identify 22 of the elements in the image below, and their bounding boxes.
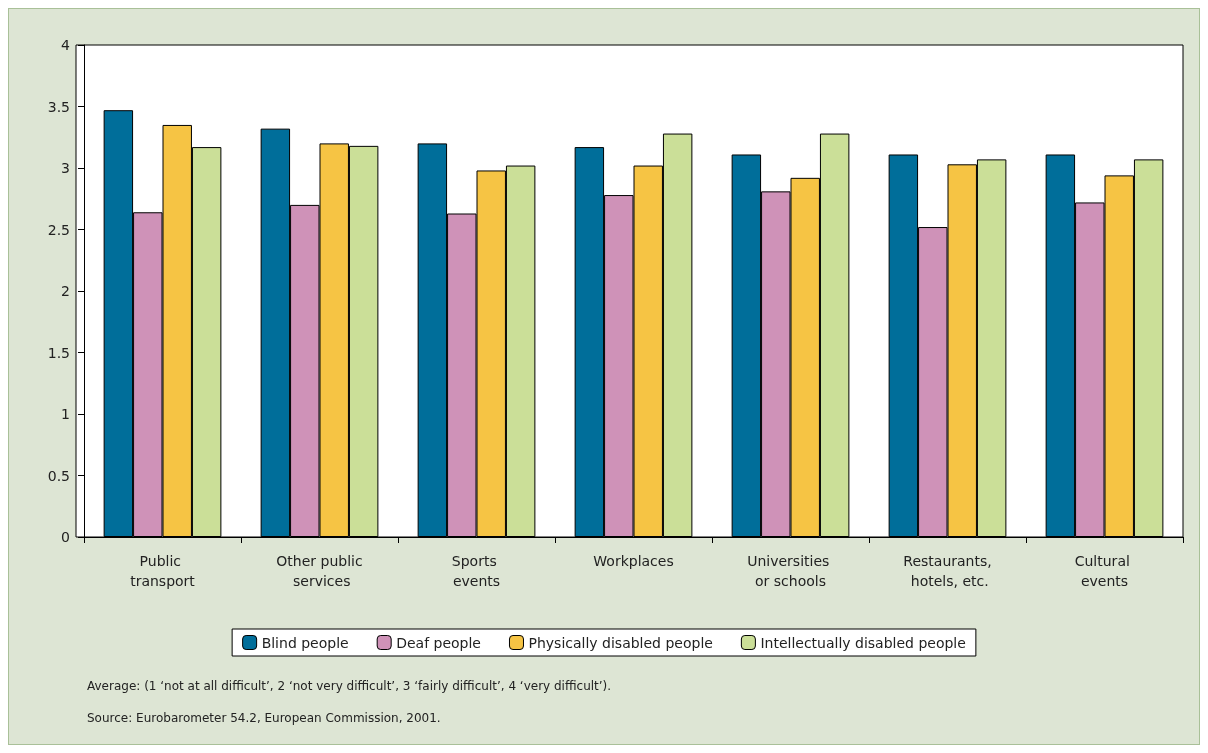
x-tick-label: Public transport	[130, 553, 196, 589]
x-tick-label: Workplaces	[593, 553, 674, 569]
y-tick-label: 1.5	[47, 344, 70, 361]
text: Average: (1 ‘not at all difficult’, 2 ‘not very difficult’, 3 ‘fairly difficult’, 4 ‘very difficult’).	[87, 679, 612, 693]
x-tick-label: Sports events	[451, 553, 502, 589]
legend-label: Blind people	[261, 634, 349, 651]
legend-label: Physically disabled people	[528, 634, 713, 651]
y-tick-label: 0	[61, 529, 70, 545]
y-tick-label: 2	[61, 283, 70, 299]
y-tick-label: 4	[61, 37, 71, 53]
x-tick-label: Cultural events	[1074, 553, 1135, 589]
y-tick-label: 0.5	[47, 467, 70, 484]
x-tick-label: Universities or schools	[747, 553, 834, 589]
y-tick-label: 3	[61, 160, 70, 176]
legend-label: Intellectually disabled people	[760, 634, 966, 651]
x-tick-label: Restaurants, hotels, etc.	[903, 553, 992, 589]
x-tick-label: Other public services	[276, 553, 363, 589]
legend-label: Deaf people	[396, 634, 481, 651]
y-tick-label: 2.5	[47, 221, 70, 238]
y-tick-label: 3.5	[47, 98, 70, 115]
source-note: Source: Eurobarometer 54.2, European Commission, 2001.	[87, 711, 441, 725]
y-tick-label: 1	[61, 406, 70, 422]
